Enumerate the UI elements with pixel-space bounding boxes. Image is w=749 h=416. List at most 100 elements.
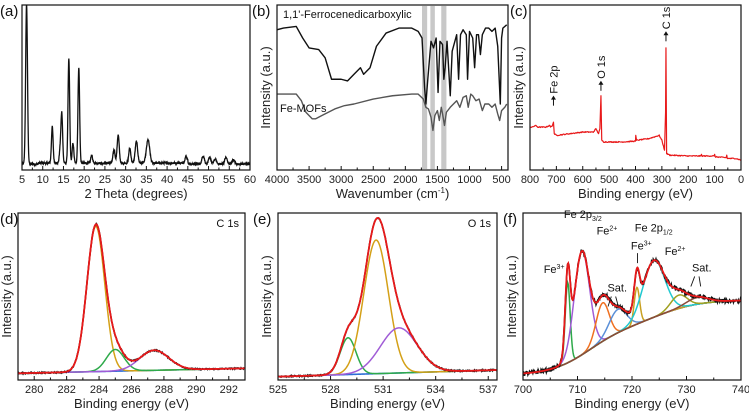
x-tick-label: 284 <box>90 384 108 396</box>
background-line <box>523 299 741 375</box>
annotation-sub: 3/2 <box>592 216 602 223</box>
peak-annotation: O 1s <box>596 55 608 79</box>
peak-annotation: Fe3+ <box>544 264 565 276</box>
fit-envelope-line <box>523 249 741 375</box>
x-tick-label: 525 <box>269 384 287 396</box>
x-axis: 5 10 15 20 25 30 35 40 45 50 55 60 <box>19 166 256 186</box>
peak-annotation: Fe 2p3/2 <box>564 209 602 223</box>
x-tick-label: 5 <box>19 174 25 186</box>
x-tick-label: 400 <box>626 174 644 186</box>
annotation-main: Fe <box>544 264 557 276</box>
x-tick-label: 500 <box>492 174 510 186</box>
x-tick-label: 2500 <box>361 174 385 186</box>
x-axis: 280 282 284 286 288 290 292 <box>25 376 238 396</box>
x-tick-label: 290 <box>187 384 205 396</box>
x-tick-label: 35 <box>140 174 152 186</box>
arrow-head-icon <box>663 31 669 36</box>
x-tick-label: 1500 <box>425 174 449 186</box>
plot-frame <box>17 212 246 381</box>
annotation-main: Sat. <box>692 262 712 274</box>
x-tick-label: 15 <box>57 174 69 186</box>
panel-c: 800 700 600 500 400 300 200 100 0 Binding energy … <box>510 3 744 201</box>
y-axis-label: Intensity (a.u.) <box>258 46 273 128</box>
x-tick-label: 45 <box>182 174 194 186</box>
peak-annotation: Fe 2p1/2 <box>635 222 673 236</box>
plot-area <box>530 47 741 161</box>
panel-label: (d) <box>0 211 18 228</box>
peak-annotation: Sat. <box>607 282 627 294</box>
x-tick-label: 500 <box>600 174 618 186</box>
x-tick-label: 710 <box>568 384 586 396</box>
x-tick-label: 50 <box>202 174 214 186</box>
x-axis-label: 2 Theta (degrees) <box>84 186 187 201</box>
annotation-sub: 1/2 <box>663 229 673 236</box>
x-tick-label: 700 <box>547 174 565 186</box>
x-axis-label: Binding energy (eV) <box>575 396 690 411</box>
plot-frame <box>276 4 509 171</box>
x-axis-label: Binding energy (eV) <box>330 396 445 411</box>
fit-component-3 <box>278 327 497 378</box>
panel-label: (e) <box>253 211 271 228</box>
annotation-main: Fe 2p <box>564 209 592 221</box>
x-tick-label: 286 <box>122 384 140 396</box>
highlight-band <box>441 6 447 169</box>
annotation-main: Fe <box>631 241 644 253</box>
panel-d: 280 282 284 286 288 290 292 Binding energy (eV)… <box>0 211 246 411</box>
series-label: Fe-MOFs <box>280 103 327 115</box>
x-tick-label: 280 <box>25 384 43 396</box>
x-tick-label: 2000 <box>393 174 417 186</box>
x-tick-label: 10 <box>37 174 49 186</box>
panel-e: 525 528 531 534 537 Binding energy (eV) Intens… <box>253 211 498 411</box>
peak-annotation: Fe2+ <box>665 246 686 258</box>
x-tick-label: 800 <box>521 174 539 186</box>
series-line-primary <box>277 24 508 105</box>
annotation-arrow <box>690 276 696 287</box>
series-line-secondary <box>277 93 508 132</box>
arrow-head-icon <box>598 80 604 85</box>
plot-area <box>22 5 250 168</box>
x-axis-label: Binding energy (eV) <box>578 186 693 201</box>
x-axis-label-main: Wavenumber (cm <box>336 186 438 201</box>
annotation-sup: 3+ <box>557 264 565 271</box>
annotation-main: Fe 2p <box>635 222 663 234</box>
arrow-head-icon <box>550 95 556 100</box>
panel-f: 700 710 720 730 740 Binding energy (eV) Intens… <box>503 209 749 411</box>
x-axis-label: Binding energy (eV) <box>74 396 189 411</box>
x-tick-label: 3000 <box>329 174 353 186</box>
x-tick-label: 4000 <box>265 174 289 186</box>
x-tick-label: 200 <box>679 174 697 186</box>
x-tick-label: 292 <box>220 384 238 396</box>
x-axis-label-sup: -1 <box>438 186 446 195</box>
x-tick-label: 0 <box>738 174 744 186</box>
x-tick-label: 3500 <box>297 174 321 186</box>
y-axis-label: Intensity (a.u.) <box>259 255 274 337</box>
annotation-sup: 3+ <box>644 241 652 248</box>
x-axis: 4000 3500 3000 2500 2000 1500 1000 500 <box>265 166 511 186</box>
series-line-primary <box>530 47 741 161</box>
annotation-sup: 2+ <box>609 226 617 233</box>
plot-area <box>278 216 497 379</box>
fit-envelope-line <box>18 223 245 375</box>
plot-frame <box>277 212 498 381</box>
y-axis-label: Intensity (a.u.) <box>504 255 519 337</box>
annotation-arrow <box>615 296 619 307</box>
raw-data-line <box>18 222 245 376</box>
x-tick-label: 30 <box>120 174 132 186</box>
panel-label: (c) <box>510 3 528 20</box>
plot-frame <box>529 4 742 171</box>
y-axis-label: Intensity (a.u.) <box>0 255 14 337</box>
x-tick-label: 600 <box>574 174 592 186</box>
x-tick-label: 288 <box>155 384 173 396</box>
annotation-main: Fe <box>597 226 610 238</box>
panel-a: 5 10 15 20 25 30 35 40 45 50 55 60 2 Theta (degrees)… <box>0 3 256 201</box>
y-axis-label: Intensity (a.u.) <box>511 46 526 128</box>
panel-label: (b) <box>252 3 270 20</box>
chart-title: C 1s <box>216 218 239 230</box>
x-tick-label: 537 <box>479 384 497 396</box>
series-line-xrd <box>22 5 250 168</box>
x-tick-label: 25 <box>99 174 111 186</box>
x-tick-label: 1000 <box>457 174 481 186</box>
fit-component-2 <box>278 239 497 378</box>
fit-envelope-line <box>278 216 497 378</box>
